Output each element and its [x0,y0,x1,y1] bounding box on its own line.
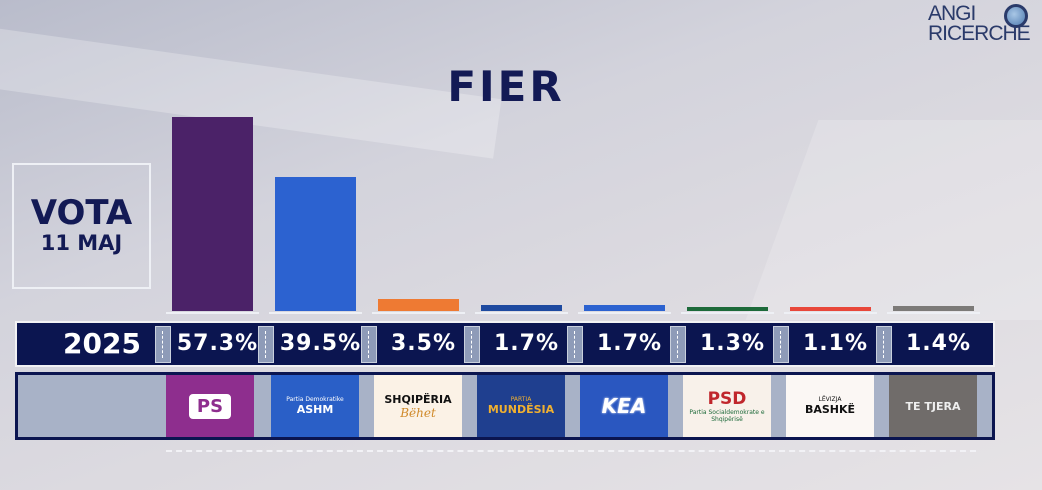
party-logo: TE TJERA [889,375,977,437]
value-label: 57.3% [176,331,259,356]
party-logo-text: SHQIPËRIA [384,392,452,406]
separator [155,326,171,363]
bar-baseline [578,312,671,314]
bar-baseline [475,312,568,314]
value-label: 1.1% [802,331,868,356]
bar-baseline [784,312,877,314]
logo-line: ANGI [928,2,976,25]
bar-1 [172,117,253,311]
party-logo: PARTIA MUNDËSIA [477,375,565,437]
party-logo-subtitle: Partia Demokratike [286,396,344,403]
party-logo-subtitle: LËVIZJA [818,396,842,403]
separator [464,326,480,363]
angi-ricerche-logo: ANGI RICERCHE [928,2,1031,45]
bar-6 [687,306,768,311]
party-logo: Bëhet SHQIPËRIA [374,375,462,437]
party-logo-subtitle: PARTIA [510,396,532,403]
party-logo-text: KEA [601,394,647,418]
logo-line: RICERCHE [928,22,1031,45]
bar-baseline [887,312,980,314]
party-logo-text: PSD [707,389,747,409]
party-logo-text: MUNDËSIA [487,403,555,416]
vote-label: VOTA [30,193,133,233]
bar-7 [790,307,871,311]
party-logo-subtitle: Bëhet [400,405,436,420]
bar-4 [481,305,562,311]
bar-3 [378,299,459,311]
separator [670,326,686,363]
separator [361,326,377,363]
party-logo: PS [166,375,254,437]
dashed-divider [166,450,976,452]
bar-baseline [372,312,465,314]
chart-title: FIER [447,62,565,111]
bar-8 [893,306,974,311]
year-label: 2025 [63,327,141,360]
party-logo: Partia Socialdemokrate e Shqipërisë PSD [683,375,771,437]
party-logo-text: BASHKË [804,403,856,416]
value-label: 1.4% [905,331,971,356]
bar-baseline [166,312,259,314]
separator [876,326,892,363]
party-logo: Partia Demokratike ASHM [271,375,359,437]
party-logo-text: PS [188,393,232,419]
party-logo: LËVIZJA BASHKË [786,375,874,437]
value-label: 39.5% [279,331,362,356]
percent-row: 2025 57.3% 39.5% 3.5% 1.7% 1.7% 1.3% 1.1% 1.4% [15,321,995,367]
separator [258,326,274,363]
globe-icon [1004,4,1028,28]
party-logo-subtitle: Partia Socialdemokrate e Shqipërisë [689,409,765,423]
bar-5 [584,305,665,311]
separator [567,326,583,363]
value-label: 1.7% [493,331,559,356]
value-label: 1.3% [699,331,765,356]
bar-area [166,117,980,314]
value-label: 1.7% [596,331,662,356]
party-logo-text: ASHM [296,403,334,416]
vote-date: 11 MAJ [40,231,123,255]
party-logo: KEA [580,375,668,437]
bar-2 [275,177,356,311]
vote-date-box: VOTA 11 MAJ [12,163,151,289]
bar-baseline [681,312,774,314]
separator [773,326,789,363]
bar-baseline [269,312,362,314]
party-logo-row: PS Partia Demokratike ASHM Bëhet SHQIPËRIA PA… [15,372,995,440]
party-logo-text: TE TJERA [905,399,961,413]
value-label: 3.5% [390,331,456,356]
